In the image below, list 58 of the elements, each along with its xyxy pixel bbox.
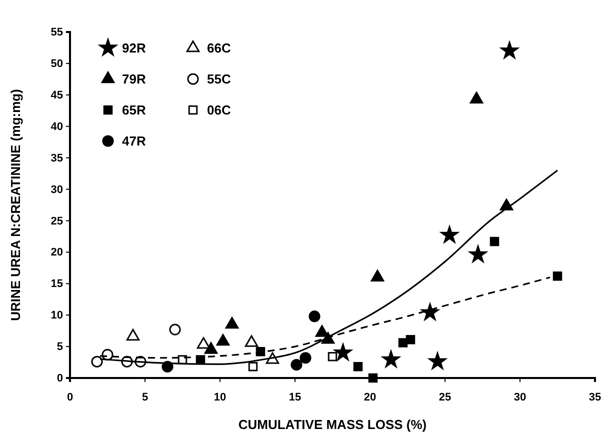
point bbox=[248, 362, 258, 372]
x-tick-label: 35 bbox=[588, 391, 602, 404]
point bbox=[225, 316, 239, 329]
point bbox=[300, 352, 312, 364]
point bbox=[334, 344, 352, 360]
point bbox=[244, 335, 258, 347]
legend-label: 92R bbox=[122, 40, 146, 56]
point bbox=[370, 270, 384, 282]
legend-label: 06C bbox=[207, 102, 232, 118]
point bbox=[216, 334, 230, 346]
y-axis-title: URINE UREA N:CREATININE (mg:mg) bbox=[8, 89, 23, 321]
y-tick-label: 40 bbox=[50, 120, 63, 133]
y-tick-label: 10 bbox=[50, 310, 63, 322]
y-tick-label: 30 bbox=[50, 184, 63, 196]
x-tick-label: 20 bbox=[364, 391, 376, 404]
legend-label: 55C bbox=[207, 72, 232, 87]
point bbox=[490, 236, 500, 246]
legend-label: 65R bbox=[122, 102, 146, 118]
x-tick-label: 15 bbox=[288, 391, 302, 404]
y-tick-label: 0 bbox=[56, 372, 63, 385]
point bbox=[398, 338, 408, 348]
point bbox=[428, 352, 446, 370]
y-tick-label: 20 bbox=[50, 246, 63, 259]
y-tick-label: 45 bbox=[50, 89, 63, 102]
point bbox=[421, 303, 439, 320]
y-tick-label: 15 bbox=[50, 278, 63, 290]
y-tick-label: 25 bbox=[50, 215, 63, 228]
x-tick-label: 10 bbox=[214, 391, 226, 404]
point bbox=[500, 42, 518, 58]
point bbox=[290, 359, 302, 371]
x-tick-label: 0 bbox=[66, 391, 74, 404]
point bbox=[406, 335, 416, 344]
point bbox=[315, 325, 329, 337]
point bbox=[169, 324, 181, 336]
point bbox=[126, 328, 140, 341]
legend-label: 79R bbox=[122, 72, 146, 87]
x-tick-label: 30 bbox=[514, 391, 526, 404]
point bbox=[196, 337, 210, 349]
x-tick-label: 25 bbox=[438, 391, 452, 404]
y-tick-label: 35 bbox=[50, 152, 63, 164]
point bbox=[91, 356, 103, 368]
point bbox=[204, 342, 218, 354]
y-tick-label: 5 bbox=[56, 341, 63, 354]
y-tick-label: 50 bbox=[50, 58, 63, 70]
point bbox=[440, 226, 458, 243]
point bbox=[353, 362, 363, 372]
point bbox=[382, 350, 400, 368]
point bbox=[308, 310, 320, 322]
point bbox=[552, 271, 562, 281]
point bbox=[469, 246, 487, 262]
x-axis-title: CUMULATIVE MASS LOSS (%) bbox=[238, 417, 427, 432]
point bbox=[328, 352, 338, 362]
point bbox=[470, 92, 484, 104]
point bbox=[368, 373, 378, 383]
y-tick-label: 55 bbox=[50, 26, 63, 39]
legend-label: 47R bbox=[122, 134, 146, 149]
legend-label: 66C bbox=[207, 40, 232, 56]
x-tick-label: 5 bbox=[142, 391, 148, 404]
